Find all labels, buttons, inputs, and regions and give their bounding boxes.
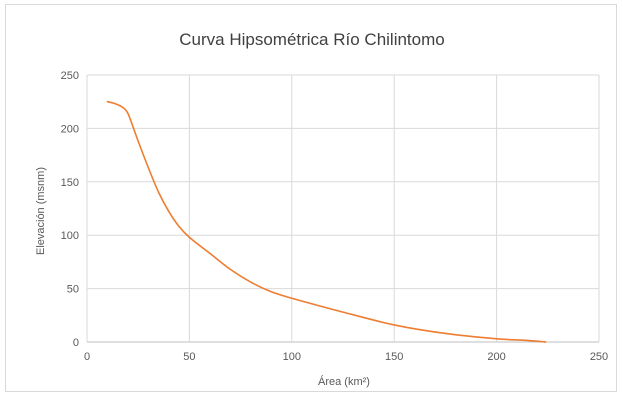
series-layer (106, 100, 547, 343)
chart-frame: 0 50 100 150 200 250 0 50 100 150 200 250 Curva Hip… (5, 4, 617, 392)
x-tick-label-4: 200 (487, 351, 505, 363)
x-axis-title: Área (km²) (318, 375, 370, 388)
x-tick-label-1: 50 (183, 351, 195, 363)
chart-svg: 0 50 100 150 200 250 0 50 100 150 200 250 Curva Hip… (35, 30, 609, 388)
x-tick-label-3: 150 (385, 351, 403, 363)
y-tick-label-2: 100 (61, 230, 79, 242)
x-tick-label-0: 0 (84, 351, 90, 363)
y-tick-label-4: 200 (61, 123, 79, 135)
x-tick-label-5: 250 (590, 351, 608, 363)
y-tick-label-1: 50 (67, 284, 79, 296)
tick-labels: 0 50 100 150 200 250 0 50 100 150 200 250 (61, 70, 609, 363)
x-tick-label-2: 100 (283, 351, 301, 363)
gridlines (86, 74, 600, 343)
y-axis-title: Elevación (msnm) (35, 167, 47, 255)
y-tick-label-5: 250 (61, 70, 79, 82)
y-tick-label-3: 150 (61, 177, 79, 189)
series-line-0 (106, 100, 547, 343)
chart-title: Curva Hipsométrica Río Chilintomo (179, 30, 444, 49)
y-tick-label-0: 0 (73, 337, 79, 349)
